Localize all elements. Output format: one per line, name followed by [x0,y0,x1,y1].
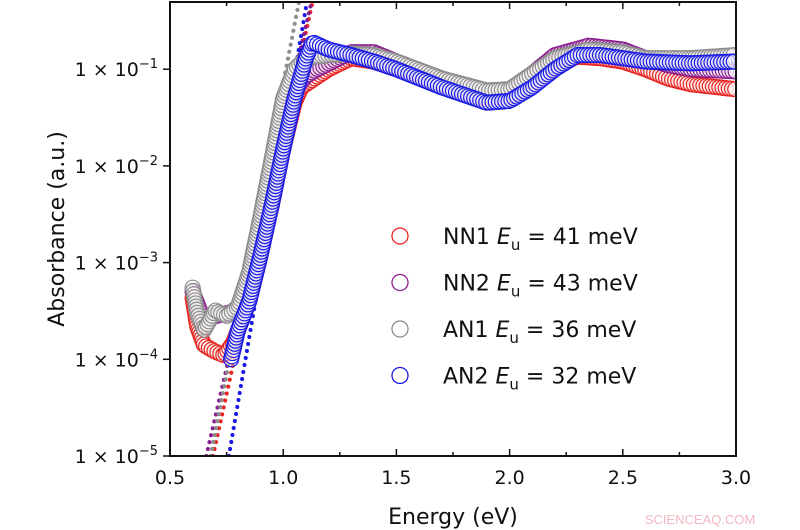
legend: NN1 Eu = 41 meV NN2 Eu = 43 meV AN1 Eu = 3… [391,225,638,394]
legend-marker [391,227,409,245]
legend-marker [391,366,409,385]
legend-label: NN1 Eu = 41 meV [443,225,638,254]
x-tick-label: 2.5 [608,467,638,489]
x-tick-label: 2.0 [494,467,524,489]
watermark: SCIENCEAQ.COM [645,512,756,527]
x-tick-label: 0.5 [155,467,185,489]
x-tick-label: 1.0 [268,467,298,489]
x-tick-label: 3.0 [721,467,751,489]
y-axis-title: Absorbance (a.u.) [45,131,70,327]
legend-marker [391,320,409,338]
fit-line-an1 [208,2,302,456]
series-an2 [223,34,736,368]
legend-marker [391,273,409,292]
legend-item-an1: AN1 Eu = 36 meV [391,318,636,347]
y-tick-label: 1 × 10−3 [75,251,158,275]
legend-item-an2: AN2 Eu = 32 meV [391,365,636,394]
y-tick-label: 1 × 10−1 [75,57,158,81]
data-series [184,34,736,368]
x-tick-label: 1.5 [381,467,411,489]
y-tick-label: 1 × 10−4 [75,347,158,371]
y-axis: 1 × 10−5 1 × 10−4 1 × 10−3 1 × 10−2 1 × 10−1 [75,57,170,468]
y-tick-label: 1 × 10−2 [75,154,158,178]
data-point [725,53,736,70]
x-axis: 0.5 1.0 1.5 2.0 2.5 3.0 [155,2,751,489]
x-axis-title: Energy (eV) [388,505,518,530]
y-tick-label: 1 × 10−5 [75,444,158,468]
legend-item-nn2: NN2 Eu = 43 meV [391,272,638,301]
legend-label: AN2 Eu = 32 meV [443,365,636,394]
legend-item-nn1: NN1 Eu = 41 meV [391,225,638,254]
legend-label: AN1 Eu = 36 meV [443,318,636,347]
legend-label: NN2 Eu = 43 meV [443,272,638,301]
